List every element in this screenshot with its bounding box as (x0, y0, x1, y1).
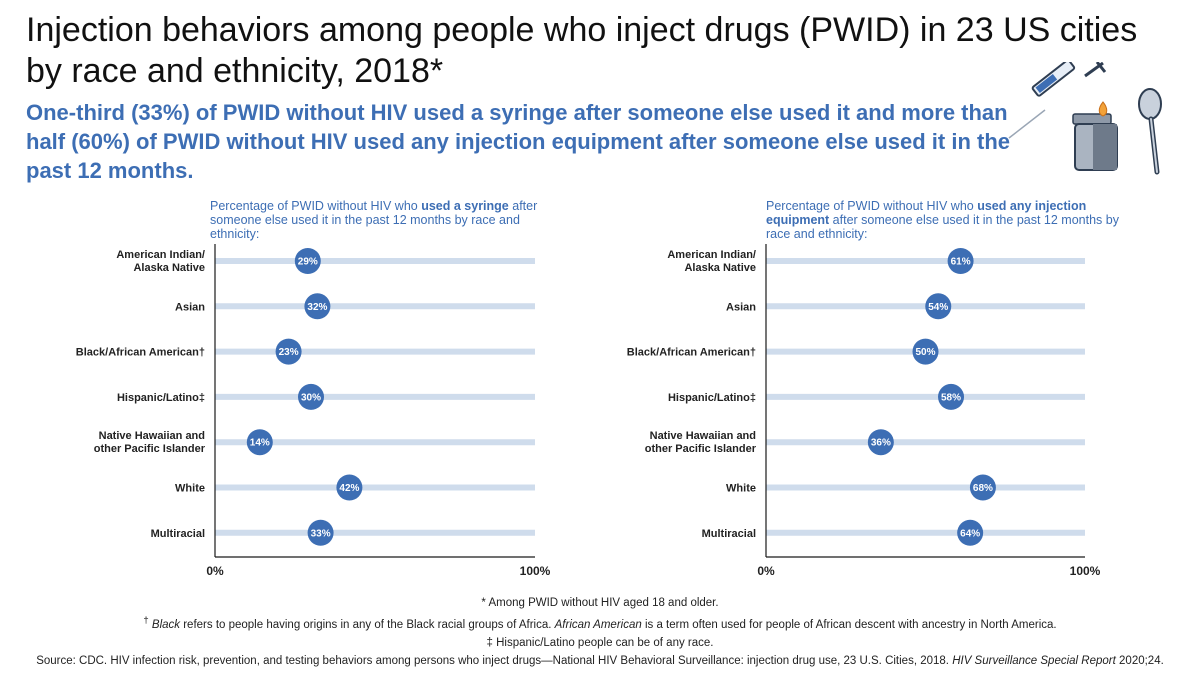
right-value-label-2: 50% (915, 347, 935, 358)
right-category-label-0: American Indian/Alaska Native (667, 249, 756, 274)
right-tick-label-0: 0% (757, 564, 775, 578)
left-category-label-5: White (175, 483, 205, 495)
right-dot-0 (947, 248, 974, 274)
left-category-label-1: Asian (175, 301, 205, 313)
page-subtitle: One-third (33%) of PWID without HIV used… (26, 100, 1011, 183)
left-category-label-3: Hispanic/Latino‡ (117, 392, 205, 404)
right-value-label-1: 54% (928, 302, 948, 313)
right-category-label-5: White (726, 483, 756, 495)
left-dot-5 (336, 474, 363, 501)
right-dot-6 (957, 519, 984, 546)
footnotes: * Among PWID without HIV aged 18 and old… (0, 594, 1200, 670)
page-title: Injection behaviors among people who inj… (26, 11, 1138, 90)
right-value-label-0: 61% (951, 257, 971, 268)
syringe-icon (1008, 62, 1107, 139)
left-value-label-1: 32% (307, 302, 327, 313)
left-dot-0 (294, 248, 321, 274)
right-category-label-1: Asian (726, 301, 756, 313)
lighter-icon (1072, 101, 1118, 171)
left-value-label-6: 33% (311, 528, 331, 539)
left-value-label-0: 29% (298, 257, 318, 268)
left-dot-6 (307, 519, 334, 546)
footnote-ddagger: ‡ Hispanic/Latino people can be of any r… (486, 636, 714, 649)
left-value-label-4: 14% (250, 438, 270, 449)
left-dot-3 (298, 383, 324, 410)
left-tick-label-1: 100% (520, 564, 551, 578)
right-category-label-6: Multiracial (702, 528, 756, 540)
left-category-label-2: Black/African American† (76, 347, 205, 359)
right-category-label-3: Hispanic/Latino‡ (668, 392, 756, 404)
right-category-label-4: Native Hawaiian and other Pacific Islande… (645, 430, 757, 455)
right-chart-title: Percentage of PWID without HIV who used … (766, 199, 1119, 241)
left-value-label-2: 23% (279, 347, 299, 358)
drug-paraphernalia-illustration (1008, 62, 1162, 175)
right-dot-2 (912, 338, 939, 365)
left-category-label-6: Multiracial (151, 528, 205, 540)
dot-plot-charts: American Indian/Alaska Native 29% Asian 32%… (76, 244, 1101, 578)
left-value-label-3: 30% (301, 392, 321, 403)
right-value-label-4: 36% (871, 438, 891, 449)
left-chart-title: Percentage of PWID without HIV who used … (210, 199, 538, 241)
footnote-source: Source: CDC. HIV infection risk, prevent… (36, 654, 1164, 667)
right-category-label-2: Black/African American† (627, 347, 756, 359)
footnote-dagger: † Black refers to people having origins … (143, 615, 1057, 631)
left-category-label-4: Native Hawaiian and other Pacific Islande… (94, 430, 206, 455)
right-value-label-3: 58% (941, 392, 961, 403)
left-value-label-5: 42% (339, 483, 359, 494)
left-dot-2 (275, 338, 302, 365)
right-value-label-5: 68% (973, 483, 993, 494)
left-category-label-0: American Indian/Alaska Native (116, 249, 205, 274)
right-dot-4 (867, 429, 894, 456)
footnote-star: * Among PWID without HIV aged 18 and old… (481, 597, 719, 609)
left-tick-label-0: 0% (206, 564, 224, 578)
right-dot-3 (938, 383, 965, 410)
right-dot-5 (969, 474, 996, 501)
spoon-icon (1138, 88, 1162, 175)
left-dot-4 (246, 429, 273, 456)
right-value-label-6: 64% (960, 528, 980, 539)
right-tick-label-1: 100% (1070, 564, 1101, 578)
left-dot-1 (304, 293, 331, 320)
right-dot-1 (925, 293, 952, 320)
